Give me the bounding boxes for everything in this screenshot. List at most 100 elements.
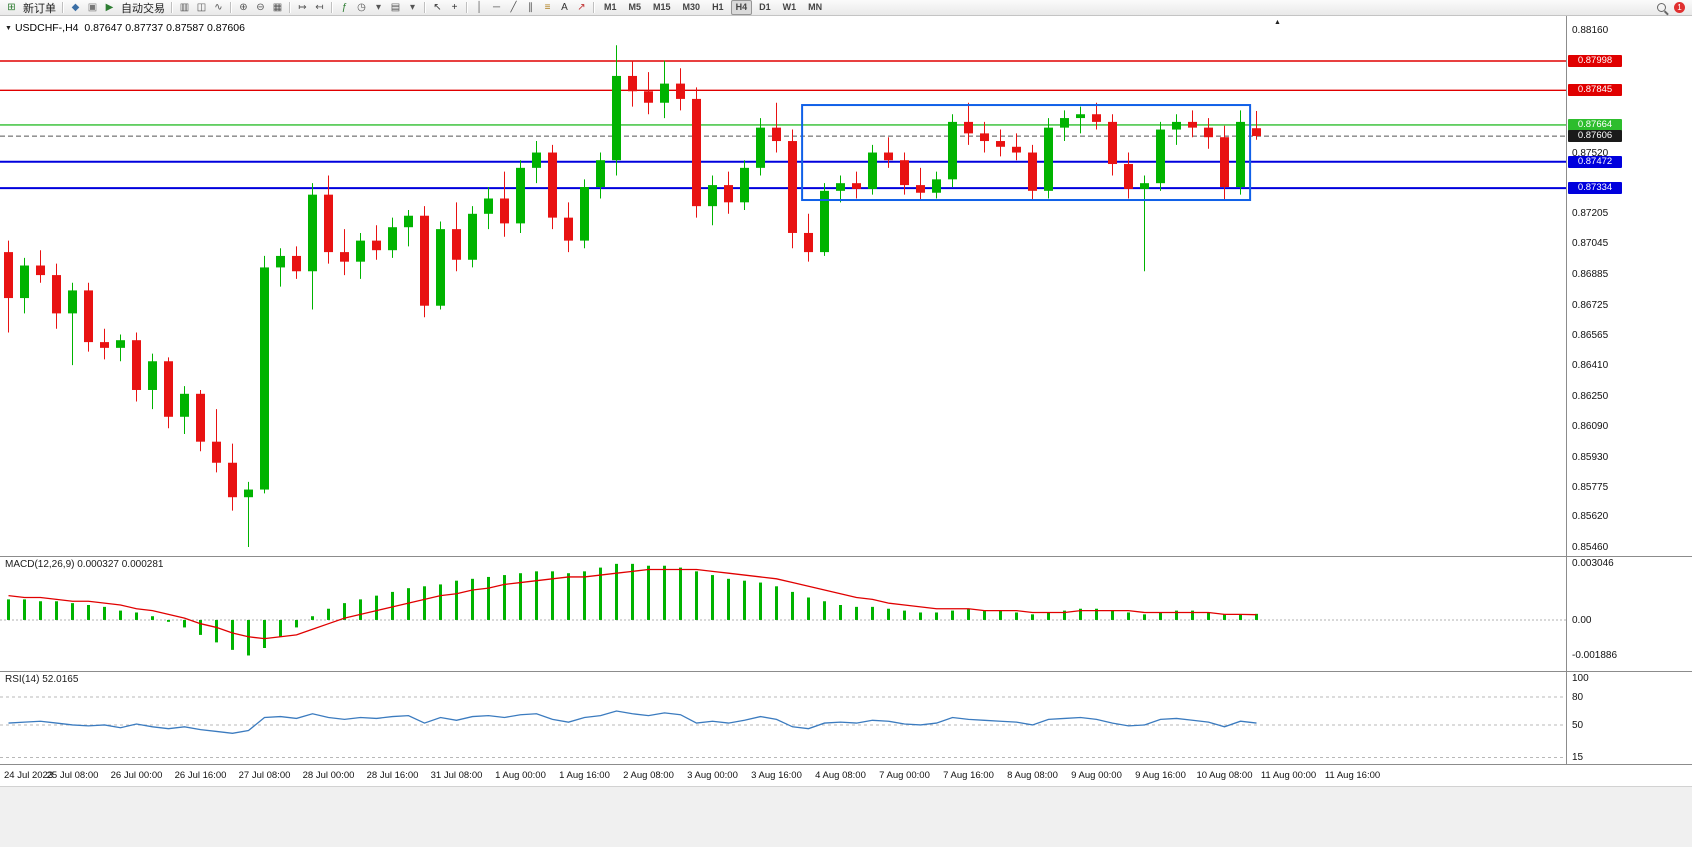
- macd-indicator-label: MACD(12,26,9) 0.000327 0.000281: [5, 559, 164, 570]
- timeframe-button-M5[interactable]: M5: [628, 2, 642, 12]
- timeframe-button-H4[interactable]: H4: [730, 0, 753, 15]
- price-tick-label: 0.85930: [1572, 452, 1609, 463]
- toolbar-separator: [62, 2, 64, 13]
- templates-icon[interactable]: ▤: [390, 2, 401, 13]
- time-axis-label: 1 Aug 16:00: [559, 770, 610, 781]
- price-axis[interactable]: 0.88160 0.87520 0.87205 0.87045 0.86885 0.867…: [1567, 16, 1692, 786]
- price-tag-0.87334: 0.87334: [1568, 182, 1622, 195]
- price-tick-label: 0.86565: [1572, 330, 1609, 342]
- price-tag-0.87998: 0.87998: [1568, 55, 1622, 67]
- price-tick-label: 0.86410: [1572, 360, 1609, 372]
- chart-title: ▼ USDCHF-,H4 0.87647 0.87737 0.87587 0.87…: [5, 22, 245, 34]
- price-tag-0.87845: 0.87845: [1568, 84, 1622, 97]
- timeframe-button-W1[interactable]: W1: [782, 2, 797, 12]
- macd-pane[interactable]: [0, 556, 1566, 671]
- price-tick-label: 0.86885: [1572, 269, 1609, 281]
- time-axis[interactable]: 24 Jul 2023 25 Jul 08:00 26 Jul 00:00 26 Ju…: [0, 764, 1692, 787]
- time-axis-label: 10 Aug 08:00: [1196, 770, 1253, 781]
- pane-separator[interactable]: [0, 556, 1692, 557]
- toolbar: ⊞ 新订单 ◆ ▣ ▶ 自动交易 ▥ ◫ ∿ ⊕ ⊖ ▦ ↦ ↤ ƒ ◷ ▾ ▤ ▾ ↖ + │ ─ ╱ ∥ ≡ A ↗ M1 M5 M1…: [0, 0, 1692, 16]
- time-axis-label: 28 Jul 16:00: [366, 770, 419, 781]
- zoom-out-icon[interactable]: ⊖: [256, 2, 265, 13]
- pane-separator[interactable]: [0, 671, 1692, 672]
- notification-badge[interactable]: 1: [1674, 2, 1685, 13]
- annotation-rectangle[interactable]: [801, 104, 1252, 202]
- chart-shift-marker[interactable]: ▲: [1274, 19, 1281, 26]
- main-price-pane[interactable]: [0, 16, 1566, 556]
- time-axis-label: 2 Aug 08:00: [623, 770, 674, 781]
- timeframe-button-M1[interactable]: M1: [604, 2, 617, 12]
- time-axis-label: 9 Aug 16:00: [1135, 770, 1186, 781]
- macd-axis-label: 0.003046: [1572, 557, 1614, 569]
- line-chart-icon[interactable]: ∿: [214, 2, 223, 13]
- chart-window[interactable]: ▼ USDCHF-,H4 0.87647 0.87737 0.87587 0.87…: [0, 16, 1692, 847]
- timeframe-button-M30[interactable]: M30: [682, 2, 701, 12]
- tile-windows-icon[interactable]: ▦: [272, 2, 283, 13]
- price-tick-label: 0.86725: [1572, 299, 1609, 311]
- time-axis-label: 3 Aug 16:00: [751, 770, 802, 781]
- auto-scroll-icon[interactable]: ↦: [298, 2, 307, 13]
- macd-signal-line: [8, 568, 1257, 640]
- time-axis-label: 3 Aug 00:00: [687, 770, 738, 781]
- time-axis-label: 1 Aug 00:00: [495, 770, 546, 781]
- chart-ohlc-values: 0.87647 0.87737 0.87587 0.87606: [84, 22, 245, 34]
- chart-symbol-period: USDCHF-,H4: [14, 22, 79, 34]
- cursor-icon[interactable]: ↖: [433, 2, 442, 13]
- time-axis-label: 28 Jul 00:00: [302, 770, 355, 781]
- time-axis-label: 7 Aug 16:00: [943, 770, 994, 781]
- zoom-in-icon[interactable]: ⊕: [239, 2, 248, 13]
- candlestick-chart-icon[interactable]: ◫: [196, 2, 207, 13]
- marker-icon[interactable]: ◆: [71, 2, 80, 13]
- price-tick-label: 0.87045: [1572, 238, 1609, 250]
- autotrade-label[interactable]: 自动交易: [121, 2, 165, 15]
- toolbar-separator: [289, 2, 291, 13]
- timeframe-toolbar: M1 M5 M15 M30 H1 H4 D1 W1 MN: [598, 0, 828, 16]
- arrow-object-icon[interactable]: ↗: [577, 2, 586, 13]
- indicators-icon[interactable]: ƒ: [341, 2, 348, 13]
- time-axis-label: 8 Aug 08:00: [1007, 770, 1058, 781]
- macd-signal-value: 0.000281: [121, 559, 164, 570]
- time-axis-label: 7 Aug 00:00: [879, 770, 930, 781]
- time-axis-label: 25 Jul 08:00: [46, 770, 99, 781]
- price-tick-label: 0.87205: [1572, 207, 1609, 219]
- new-order-label[interactable]: 新订单: [23, 2, 56, 15]
- macd-histogram: [7, 563, 1258, 656]
- bar-chart-icon[interactable]: ▥: [179, 2, 190, 13]
- fibonacci-icon[interactable]: ≡: [544, 2, 551, 13]
- rsi-axis-label: 50: [1572, 719, 1584, 731]
- timeframe-button-M15[interactable]: M15: [653, 2, 671, 12]
- macd-axis-label: -0.001886: [1572, 650, 1618, 662]
- toolbar-separator: [424, 2, 426, 13]
- price-tag-0.87664: 0.87664: [1568, 118, 1622, 131]
- chart-shift-icon[interactable]: ↤: [315, 2, 324, 13]
- price-tick-label: 0.88160: [1572, 24, 1609, 36]
- timeframe-button-MN[interactable]: MN: [808, 2, 823, 12]
- toolbar-separator: [466, 2, 468, 13]
- rsi-pane[interactable]: [0, 671, 1566, 764]
- price-tick-label: 0.85460: [1572, 542, 1609, 553]
- time-axis-label: 31 Jul 08:00: [430, 770, 483, 781]
- chart-menu-arrow-icon[interactable]: ▼: [5, 25, 12, 32]
- horizontal-line-icon[interactable]: ─: [492, 2, 501, 13]
- time-axis-label: 4 Aug 08:00: [815, 770, 866, 781]
- crosshair-icon[interactable]: +: [451, 2, 458, 13]
- vertical-line-icon[interactable]: │: [476, 2, 483, 13]
- timeframe-button-H1[interactable]: H1: [712, 2, 724, 12]
- rsi-indicator-label: RSI(14) 52.0165: [5, 674, 79, 685]
- time-axis-label: 27 Jul 08:00: [238, 770, 291, 781]
- rsi-axis-label: 100: [1572, 673, 1589, 685]
- dropdown-arrow-icon[interactable]: ▾: [375, 2, 382, 13]
- timeframe-button-D1[interactable]: D1: [759, 2, 771, 12]
- trendline-icon[interactable]: ╱: [510, 2, 517, 13]
- toolbar-separator: [593, 2, 595, 13]
- autotrade-icon[interactable]: ▶: [105, 2, 114, 13]
- new-order-icon[interactable]: ⊞: [7, 2, 16, 13]
- search-icon[interactable]: [1653, 1, 1670, 15]
- price-tag-0.87606: 0.87606: [1568, 130, 1622, 143]
- toolbar-separator: [331, 2, 333, 13]
- text-icon[interactable]: A: [561, 2, 568, 13]
- periods-dropdown-icon[interactable]: ◷: [357, 2, 366, 13]
- charts-icon[interactable]: ▣: [87, 2, 98, 13]
- channel-icon[interactable]: ∥: [528, 2, 533, 13]
- dropdown-arrow-icon[interactable]: ▾: [409, 2, 416, 13]
